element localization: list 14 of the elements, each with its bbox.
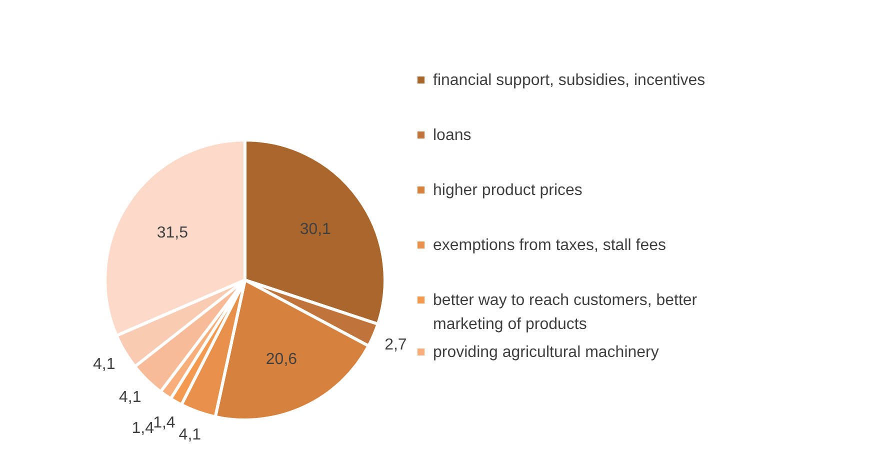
data-label: 1,4 [132, 420, 154, 438]
legend-label: loans [433, 127, 472, 144]
data-label: 31,5 [156, 224, 188, 242]
data-label: 4,1 [119, 389, 142, 406]
data-label: 20,6 [266, 350, 298, 368]
data-label: 1,4 [153, 414, 176, 432]
data-label: 2,7 [384, 336, 407, 354]
data-label: 30,1 [300, 221, 332, 238]
data-label: 4,1 [92, 356, 116, 373]
legend-label: providing agricultural machinery [433, 344, 659, 361]
legend-label: financial support, subsidies, incentives [433, 72, 706, 89]
legend-label: exemptions from taxes, stall fees [433, 237, 666, 254]
legend-label: higher product prices [433, 182, 582, 199]
data-label: 4,1 [178, 426, 202, 444]
